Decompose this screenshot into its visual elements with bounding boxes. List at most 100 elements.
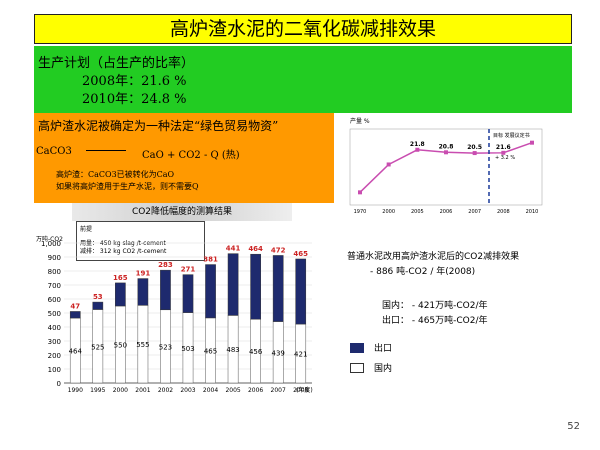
arrow-icon xyxy=(86,150,126,152)
bar-export-label: 465 xyxy=(293,250,308,258)
y-tick-label: 400 xyxy=(48,324,61,332)
x-tick-label: 2006 xyxy=(440,209,453,215)
bar-domestic-label: 550 xyxy=(114,342,127,350)
bar-export-label: 283 xyxy=(158,261,173,269)
assumption-box: 前提 用量： 450 kg slag /t-cement 减排： 312 kg … xyxy=(76,221,205,261)
x-tick-label: 2002 xyxy=(158,387,173,394)
reduction-title: CO2降低幅度的测算结果 xyxy=(72,203,292,221)
bar-export-label: 271 xyxy=(181,266,196,274)
x-tick-label: 2003 xyxy=(180,387,195,394)
formula-right: CaO + CO2 - Q (热) xyxy=(142,150,240,161)
bar-export xyxy=(69,311,81,319)
bar-export xyxy=(205,264,216,319)
data-point xyxy=(472,151,477,156)
assumption-line-2: 减排： 312 kg CO2 /t-cement xyxy=(80,248,167,255)
plan-2010: 2010年：24.8 % xyxy=(82,92,187,107)
note-2: 如果将高炉渣用于生产水泥，则不需要Q xyxy=(56,182,199,191)
plot-frame xyxy=(349,128,543,206)
summary-export: 出口： - 465万吨-CO2/年 xyxy=(382,316,488,326)
page-title: 高炉渣水泥的二氧化碳减排效果 xyxy=(34,14,572,44)
data-label: 21.6 xyxy=(496,144,511,151)
x-tick-label: 1995 xyxy=(90,387,105,394)
bar-export-label: 472 xyxy=(271,246,286,254)
summary-domestic: 国内： - 421万吨-CO2/年 xyxy=(382,301,488,311)
bar-export-label: 464 xyxy=(248,245,263,253)
x-tick-label: 2000 xyxy=(382,209,395,215)
data-label: 20.8 xyxy=(439,143,454,150)
x-tick-label: 2010 xyxy=(526,209,539,215)
bar-export-label: 165 xyxy=(113,274,128,282)
y-tick-label: 0 xyxy=(57,380,61,388)
bar-domestic-label: 464 xyxy=(69,348,83,356)
x-tick-label: 2007 xyxy=(468,209,481,215)
legend-export-label: 出口 xyxy=(374,344,393,354)
x-tick-label: 2005 xyxy=(411,209,424,215)
production-line-chart: 产量 % 1970 2000 21.8 2005 20.8 2006 20.5 2007 21.6… xyxy=(349,117,543,215)
bar-domestic-label: 555 xyxy=(136,341,149,349)
formula-left: CaCO3 xyxy=(36,146,72,157)
green-heading: 高炉渣水泥被确定为一种法定“绿色贸易物资” xyxy=(38,119,279,133)
x-tick-label: 2007 xyxy=(271,387,286,394)
y-tick-label: 900 xyxy=(48,254,61,262)
y-tick-label: 300 xyxy=(48,338,61,346)
x-tick-label: 2005 xyxy=(225,387,240,394)
growth-label: + 3.2 % xyxy=(495,155,515,161)
y-axis-label: 产量 % xyxy=(350,117,370,125)
data-point xyxy=(444,150,448,155)
plan-heading: 生产计划（占生产的比率） xyxy=(38,56,195,71)
assumption-header: 前提 xyxy=(80,226,93,233)
bar-export xyxy=(137,278,149,306)
x-tick-label: 2008 xyxy=(293,387,308,394)
y-tick-label: 100 xyxy=(48,366,61,374)
bar-export xyxy=(115,282,126,307)
x-tick-label: 2008 xyxy=(497,209,510,215)
bar-domestic-label: 465 xyxy=(204,347,217,355)
data-point xyxy=(358,190,362,195)
co2-bar-chart: 万吨-CO2 0 100 200 300 400 500 600 700 800 900 1,000 4… xyxy=(36,235,313,394)
bar-domestic-label: 456 xyxy=(249,348,263,356)
bar-domestic-label: 421 xyxy=(294,351,307,359)
data-label: 21.8 xyxy=(410,141,425,148)
legend-domestic-swatch xyxy=(350,363,364,373)
x-tick-label: 2004 xyxy=(203,387,218,394)
y-tick-label: 1,000 xyxy=(41,240,61,248)
bar-domestic-label: 439 xyxy=(271,349,284,357)
x-tick-label: 1990 xyxy=(68,387,83,394)
legend-domestic-label: 国内 xyxy=(374,364,393,374)
bar-export-label: 381 xyxy=(203,256,218,264)
y-tick-label: 700 xyxy=(48,282,61,290)
summary-line-2: - 886 吨-CO2 / 年(2008) xyxy=(370,267,476,277)
bar-export-label: 53 xyxy=(93,293,103,301)
bar-export-label: 441 xyxy=(226,245,241,253)
bar-export xyxy=(227,253,239,316)
plan-2008: 2008年：21.6 % xyxy=(82,74,187,89)
legend-export-swatch xyxy=(350,343,364,353)
data-point xyxy=(386,162,391,167)
chart-legend: 出口 国内 xyxy=(350,335,470,395)
note-1: 高炉渣：CaCO3已被转化为CaO xyxy=(56,170,175,179)
data-point xyxy=(415,147,420,152)
bar-export xyxy=(295,258,307,325)
bar-export-label: 47 xyxy=(70,302,80,310)
assumption-line-1: 用量： 450 kg slag /t-cement xyxy=(80,240,166,247)
bar-export xyxy=(92,301,104,310)
data-point xyxy=(530,140,534,145)
page-number: 52 xyxy=(567,421,580,432)
bar-domestic-label: 523 xyxy=(159,343,172,351)
x-axis-label: (年度) xyxy=(296,386,313,394)
x-tick-label: 2006 xyxy=(248,387,263,394)
bar-export xyxy=(272,255,284,322)
bar-export-label: 191 xyxy=(136,270,151,278)
x-tick-label: 1970 xyxy=(354,209,367,215)
green-product-panel: 高炉渣水泥被确定为一种法定“绿色贸易物资” CaCO3 CaO + CO2 - … xyxy=(34,113,334,203)
target-annotation: 目标 发展议定书 xyxy=(493,132,530,139)
y-tick-label: 500 xyxy=(48,310,61,318)
summary-line-1: 普通水泥改用高炉渣水泥后的CO2减排效果 xyxy=(347,252,520,262)
production-plan-panel: 生产计划（占生产的比率） 2008年：21.6 % 2010年：24.8 % xyxy=(34,46,572,113)
bar-domestic-label: 525 xyxy=(91,343,104,351)
data-point xyxy=(501,150,506,155)
bar-domestic-label: 503 xyxy=(181,345,194,353)
y-tick-label: 200 xyxy=(48,352,61,360)
y-tick-label: 800 xyxy=(48,268,61,276)
x-tick-label: 2000 xyxy=(113,387,128,394)
